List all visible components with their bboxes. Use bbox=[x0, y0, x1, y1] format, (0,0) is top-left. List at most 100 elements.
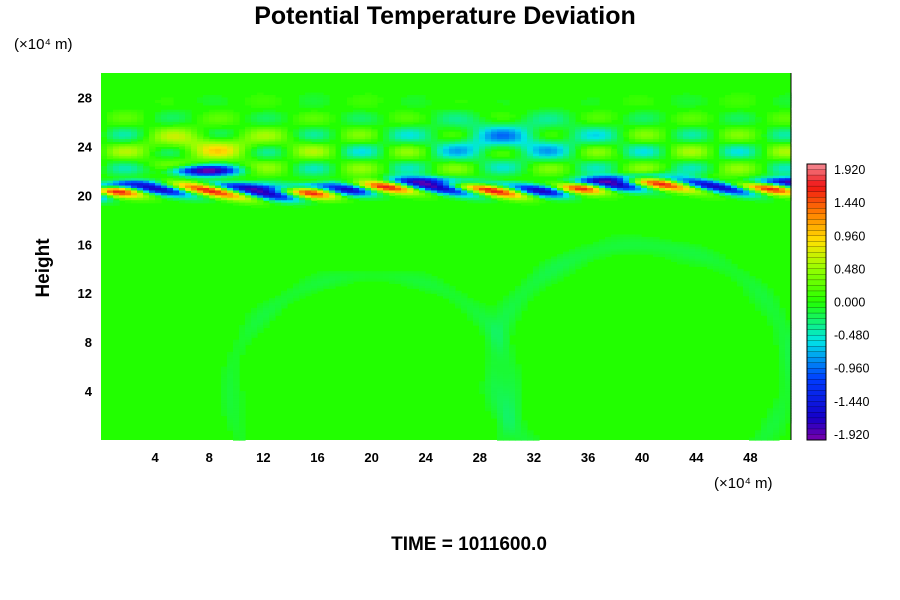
heatmap-cell bbox=[467, 163, 474, 167]
heatmap-cell bbox=[503, 381, 510, 385]
heatmap-cell bbox=[605, 241, 612, 245]
heatmap-cell bbox=[671, 143, 678, 147]
heatmap-cell bbox=[701, 161, 708, 165]
heatmap-cell bbox=[389, 175, 396, 179]
heatmap-cell bbox=[785, 364, 792, 368]
heatmap-cell bbox=[515, 148, 522, 152]
heatmap-cell bbox=[227, 178, 234, 182]
heatmap-cell bbox=[689, 256, 696, 260]
heatmap-cell bbox=[575, 129, 582, 133]
heatmap-cell bbox=[425, 192, 432, 196]
heatmap-cell bbox=[779, 400, 786, 404]
heatmap-cell bbox=[551, 192, 558, 196]
heatmap-cell bbox=[497, 312, 504, 316]
heatmap-cell bbox=[431, 124, 438, 128]
heatmap-cell bbox=[179, 185, 186, 189]
heatmap-cell bbox=[569, 180, 576, 184]
heatmap-cell bbox=[545, 163, 552, 167]
heatmap-cell bbox=[701, 187, 708, 192]
heatmap-cell bbox=[227, 361, 234, 365]
heatmap-cell bbox=[599, 251, 606, 255]
heatmap-cell bbox=[737, 268, 744, 272]
heatmap-cell bbox=[641, 143, 648, 147]
heatmap-cell bbox=[647, 244, 654, 248]
heatmap-cell bbox=[749, 278, 756, 282]
heatmap-cell bbox=[173, 163, 180, 167]
heatmap-cell bbox=[311, 92, 318, 96]
heatmap-cell bbox=[305, 97, 312, 101]
heatmap-cell bbox=[113, 126, 120, 130]
heatmap-cell bbox=[305, 293, 312, 297]
heatmap-cell bbox=[473, 156, 480, 160]
heatmap-cell bbox=[461, 183, 468, 187]
heatmap-cell bbox=[311, 104, 318, 108]
heatmap-cell bbox=[197, 170, 204, 174]
heatmap-cell bbox=[377, 97, 384, 101]
heatmap-cell bbox=[167, 153, 174, 157]
heatmap-cell bbox=[689, 134, 696, 138]
heatmap-cell bbox=[641, 139, 648, 143]
heatmap-cell bbox=[149, 146, 156, 150]
heatmap-cell bbox=[125, 148, 132, 152]
heatmap-cell bbox=[167, 112, 174, 116]
heatmap-cell bbox=[221, 383, 228, 387]
heatmap-cell bbox=[317, 95, 324, 99]
heatmap-cell bbox=[299, 117, 306, 121]
heatmap-cell bbox=[143, 173, 150, 177]
heatmap-cell bbox=[119, 187, 126, 192]
heatmap-cell bbox=[329, 273, 336, 277]
heatmap-cell bbox=[491, 325, 498, 329]
heatmap-cell bbox=[155, 190, 162, 194]
heatmap-cell bbox=[731, 266, 738, 270]
heatmap-cell bbox=[323, 112, 330, 116]
heatmap-cell bbox=[569, 153, 576, 157]
heatmap-cell bbox=[233, 114, 240, 118]
heatmap-cell bbox=[647, 143, 654, 147]
heatmap-cell bbox=[413, 175, 420, 179]
heatmap-cell bbox=[179, 126, 186, 130]
heatmap-cell bbox=[209, 168, 216, 172]
heatmap-cell bbox=[221, 168, 228, 172]
heatmap-cell bbox=[341, 134, 348, 138]
heatmap-cell bbox=[329, 131, 336, 135]
heatmap-cell bbox=[575, 261, 582, 265]
heatmap-cell bbox=[101, 156, 108, 160]
heatmap-cell bbox=[479, 325, 486, 329]
heatmap-cell bbox=[401, 153, 408, 157]
heatmap-cell bbox=[185, 112, 192, 116]
heatmap-cell bbox=[263, 151, 270, 155]
heatmap-cell bbox=[473, 117, 480, 121]
heatmap-cell bbox=[503, 129, 510, 133]
heatmap-cell bbox=[305, 190, 312, 194]
heatmap-cell bbox=[353, 146, 360, 150]
heatmap-cell bbox=[125, 119, 132, 123]
heatmap-cell bbox=[767, 121, 774, 125]
heatmap-cell bbox=[635, 239, 642, 243]
heatmap-cell bbox=[365, 273, 372, 277]
heatmap-cell bbox=[527, 183, 534, 187]
heatmap-cell bbox=[665, 254, 672, 258]
heatmap-cell bbox=[245, 119, 252, 123]
heatmap-cell bbox=[587, 246, 594, 250]
heatmap-cell bbox=[149, 185, 156, 189]
heatmap-cell bbox=[203, 117, 210, 121]
heatmap-cell bbox=[677, 183, 684, 187]
heatmap-cell bbox=[311, 95, 318, 99]
heatmap-cell bbox=[737, 121, 744, 125]
heatmap-cell bbox=[113, 112, 120, 116]
heatmap-cell bbox=[569, 249, 576, 253]
heatmap-cell bbox=[497, 187, 504, 192]
heatmap-cell bbox=[401, 168, 408, 172]
heatmap-cell bbox=[167, 114, 174, 118]
heatmap-cell bbox=[689, 95, 696, 99]
heatmap-cell bbox=[497, 327, 504, 331]
heatmap-cell bbox=[311, 170, 318, 174]
heatmap-cell bbox=[593, 114, 600, 118]
heatmap-cell bbox=[527, 280, 534, 285]
heatmap-cell bbox=[683, 158, 690, 162]
heatmap-cell bbox=[545, 266, 552, 270]
heatmap-cell bbox=[779, 129, 786, 133]
heatmap-cell bbox=[449, 170, 456, 174]
heatmap-cell bbox=[617, 183, 624, 187]
heatmap-cell bbox=[401, 151, 408, 155]
